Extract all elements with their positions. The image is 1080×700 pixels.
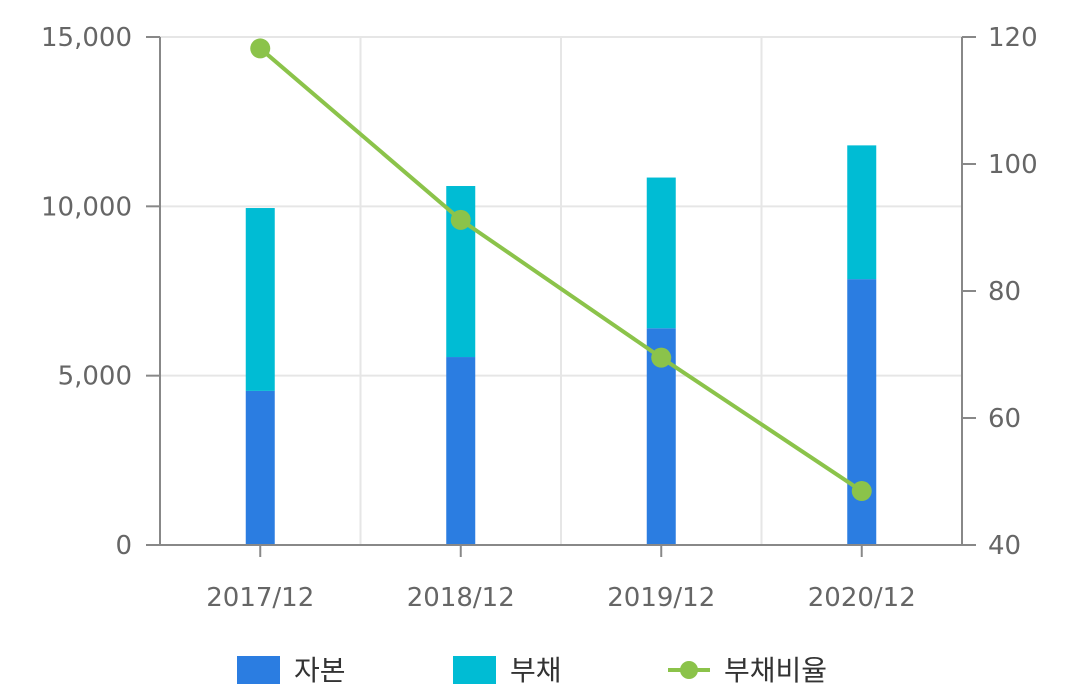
y-right-tick-label: 120 [988, 23, 1038, 53]
legend-marker [680, 661, 698, 679]
x-tick-label: 2019/12 [607, 583, 715, 613]
ratio-point [851, 481, 872, 502]
bar [646, 177, 676, 329]
legend-label: 부채비율 [724, 654, 827, 687]
ratio-line-path [258, 46, 863, 493]
bars [245, 145, 877, 545]
ratio-point [450, 209, 471, 230]
legend-swatch [237, 656, 280, 684]
legend-swatch [453, 656, 496, 684]
bar [847, 279, 877, 545]
y-right-tick-label: 80 [988, 277, 1021, 307]
bar [245, 208, 275, 391]
axes: 0 5,000 10,000 15,000 40 60 80 100 120 2017/12 201… [41, 23, 1038, 613]
y-left-tick-label: 15,000 [41, 23, 132, 53]
legend: 자본 부채 부채비율 [237, 654, 827, 687]
y-right-tick-label: 100 [988, 150, 1038, 180]
bar [847, 145, 877, 280]
ratio-line [250, 38, 872, 502]
ratio-point [651, 347, 672, 368]
ratio-point [250, 38, 271, 59]
y-right-tick-label: 60 [988, 404, 1021, 434]
y-left-tick-label: 5,000 [58, 362, 132, 392]
legend-label: 부채 [510, 654, 562, 687]
x-tick-label: 2020/12 [808, 583, 916, 613]
y-left-tick-label: 0 [115, 531, 132, 561]
x-tick-label: 2017/12 [206, 583, 314, 613]
y-right-tick-label: 40 [988, 531, 1021, 561]
legend-label: 자본 [294, 654, 346, 687]
bar [245, 390, 275, 545]
bar [446, 357, 476, 545]
x-tick-label: 2018/12 [407, 583, 515, 613]
y-left-tick-label: 10,000 [41, 192, 132, 222]
